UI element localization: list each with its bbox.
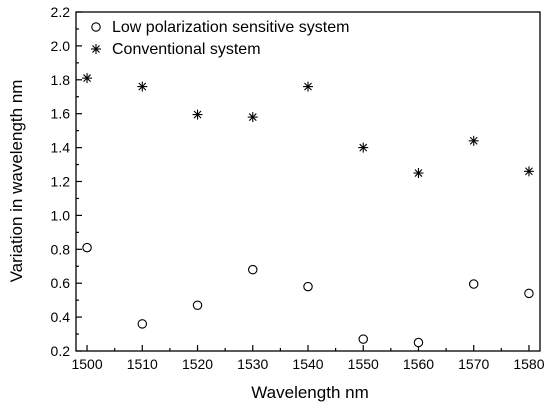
y-tick-label: 1.8 [51, 72, 71, 88]
x-tick-label: 1550 [348, 356, 379, 372]
legend-item-conventional: Conventional system [91, 41, 261, 58]
legend-item-low-polarization: Low polarization sensitive system [91, 19, 349, 36]
data-point [358, 334, 368, 344]
data-point [413, 168, 424, 179]
data-point [523, 166, 534, 177]
data-point [82, 242, 92, 253]
data-point [192, 300, 203, 310]
x-tick-label: 1540 [292, 356, 323, 372]
data-point [413, 337, 424, 348]
y-tick-label: 2.0 [51, 38, 71, 54]
data-point [358, 142, 369, 153]
x-tick-label: 1500 [71, 356, 102, 372]
data-points [82, 73, 534, 348]
data-point [303, 281, 313, 292]
legend-marker-asterisk [91, 44, 101, 54]
y-tick-label: 1.6 [51, 106, 71, 122]
series-conventional [82, 73, 534, 179]
data-point [82, 73, 93, 84]
legend: Low polarization sensitive system Conven… [91, 19, 349, 58]
legend-label-low-polarization: Low polarization sensitive system [112, 19, 349, 36]
x-axis: 1500 1510 1520 1530 1540 1550 1560 1570 1580 [71, 345, 545, 372]
x-tick-label: 1580 [513, 356, 544, 372]
data-point [468, 279, 479, 289]
y-tick-label: 1.4 [51, 140, 71, 156]
x-tick-label: 1530 [237, 356, 268, 372]
x-tick-label: 1560 [403, 356, 434, 372]
plot-area [75, 11, 541, 352]
data-point [468, 135, 479, 146]
x-tick-label: 1520 [182, 356, 213, 372]
y-axis-label: Variation in wavelength nm [7, 80, 26, 283]
data-point [524, 288, 534, 299]
y-tick-label: 0.8 [51, 241, 71, 257]
x-tick-label: 1510 [127, 356, 158, 372]
y-tick-label: 1.2 [51, 174, 71, 190]
y-tick-label: 0.2 [51, 343, 71, 359]
data-point [303, 81, 313, 92]
data-point [192, 109, 203, 120]
y-tick-label: 1.0 [51, 207, 71, 223]
legend-marker-circle [91, 22, 101, 32]
y-tick-label: 0.6 [51, 275, 71, 291]
data-point [137, 81, 148, 92]
data-point [247, 112, 258, 123]
plot-border [75, 11, 541, 352]
data-point [137, 319, 148, 329]
y-tick-label: 2.2 [51, 4, 71, 20]
x-tick-label: 1570 [458, 356, 489, 372]
x-axis-label: Wavelength nm [251, 383, 368, 402]
legend-label-conventional: Conventional system [112, 41, 261, 58]
series-low-polarization [82, 242, 534, 348]
y-tick-label: 0.4 [51, 309, 71, 325]
data-point [248, 264, 258, 275]
y-axis: 0.2 0.4 0.6 0.8 1.0 1.2 1.4 1.6 1.8 2.0 2.2 [51, 4, 82, 359]
